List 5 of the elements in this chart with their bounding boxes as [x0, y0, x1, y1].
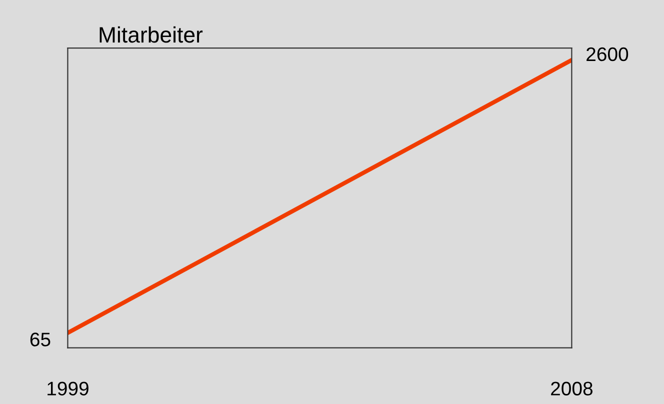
data-label: 65 — [30, 332, 50, 346]
x-tick-label: 1999 — [48, 382, 88, 396]
x-tick-label: 2008 — [551, 382, 592, 396]
data-label: 2600 — [586, 47, 628, 62]
chart-title: Mitarbeiter — [100, 26, 203, 43]
